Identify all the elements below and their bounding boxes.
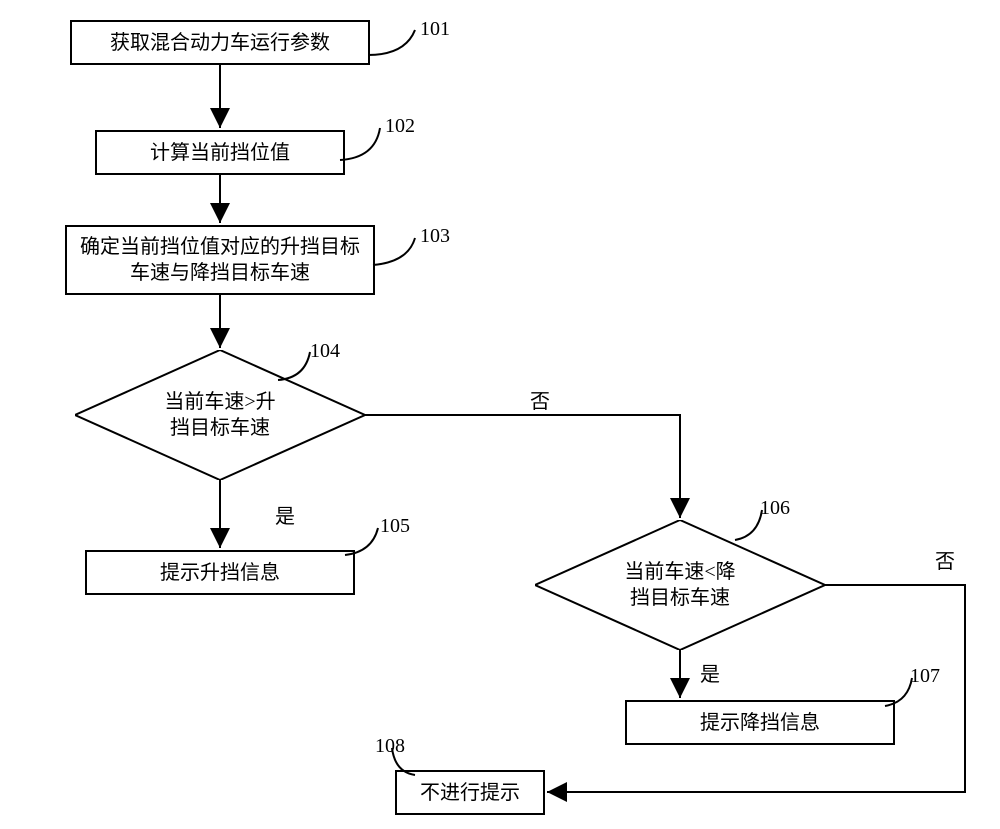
node-101-text: 获取混合动力车运行参数 (110, 30, 330, 56)
node-106-text-line1: 当前车速<降 (624, 561, 735, 583)
node-107: 提示降挡信息 (625, 700, 895, 745)
callout-label-104: 104 (310, 340, 340, 363)
node-104: 当前车速>升 挡目标车速 (75, 350, 365, 480)
node-104-text-line2: 挡目标车速 (170, 417, 270, 439)
node-106: 当前车速<降 挡目标车速 (535, 520, 825, 650)
callout-label-106: 106 (760, 497, 790, 520)
callout-label-102: 102 (385, 115, 415, 138)
node-103-text: 确定当前挡位值对应的升挡目标车速与降挡目标车速 (75, 234, 365, 286)
edge-label-106-yes: 是 (700, 658, 720, 687)
callout-label-105: 105 (380, 515, 410, 538)
node-107-text: 提示降挡信息 (700, 710, 820, 736)
node-106-text-line2: 挡目标车速 (630, 587, 730, 609)
node-105-text: 提示升挡信息 (160, 560, 280, 586)
edge-label-104-no: 否 (530, 385, 550, 414)
node-108-text: 不进行提示 (420, 780, 520, 806)
node-101: 获取混合动力车运行参数 (70, 20, 370, 65)
node-102: 计算当前挡位值 (95, 130, 345, 175)
node-102-text: 计算当前挡位值 (150, 140, 290, 166)
node-108: 不进行提示 (395, 770, 545, 815)
edge-label-106-no: 否 (935, 545, 955, 574)
callout-label-108: 108 (375, 735, 405, 758)
callout-label-107: 107 (910, 665, 940, 688)
edge-label-104-yes: 是 (275, 500, 295, 529)
callout-label-101: 101 (420, 18, 450, 41)
node-103: 确定当前挡位值对应的升挡目标车速与降挡目标车速 (65, 225, 375, 295)
node-105: 提示升挡信息 (85, 550, 355, 595)
callout-label-103: 103 (420, 225, 450, 248)
node-104-text-line1: 当前车速>升 (164, 391, 275, 413)
